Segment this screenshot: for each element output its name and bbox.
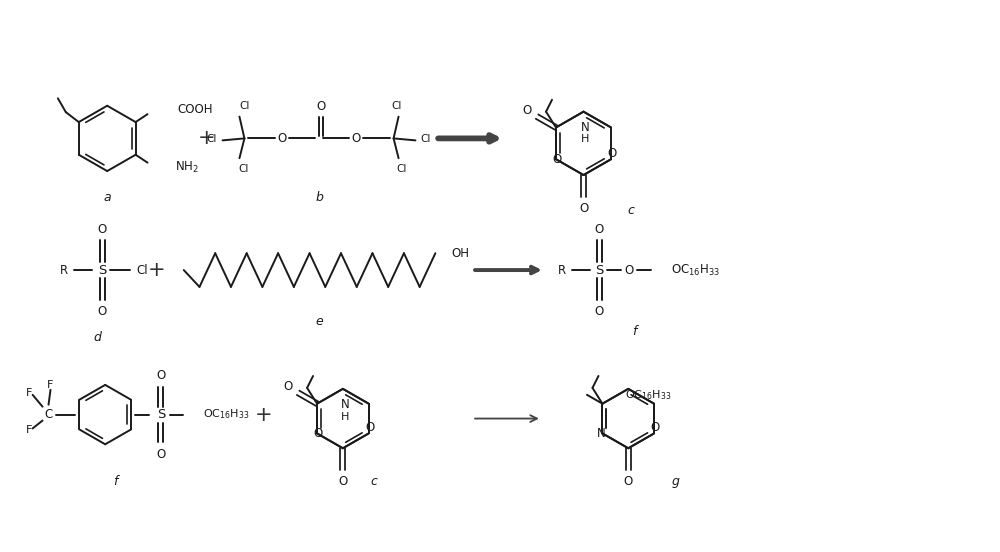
Text: Cl: Cl	[396, 164, 407, 174]
Text: O: O	[625, 263, 634, 277]
Text: c: c	[628, 204, 635, 217]
Text: O: O	[595, 305, 604, 318]
Text: O: O	[522, 104, 531, 117]
Text: OH: OH	[451, 247, 469, 260]
Text: +: +	[148, 260, 166, 280]
Text: S: S	[157, 408, 165, 421]
Text: d: d	[93, 331, 101, 344]
Text: N: N	[581, 121, 590, 134]
Text: O: O	[156, 448, 166, 461]
Text: C: C	[44, 408, 53, 421]
Text: OC$_{16}$H$_{33}$: OC$_{16}$H$_{33}$	[625, 388, 671, 402]
Text: F: F	[25, 388, 32, 398]
Text: e: e	[316, 315, 323, 328]
Text: O: O	[316, 100, 326, 113]
Text: O: O	[607, 147, 617, 160]
Text: Cl: Cl	[238, 164, 249, 174]
Text: Cl: Cl	[239, 100, 250, 111]
Text: O: O	[650, 421, 660, 434]
Text: S: S	[98, 263, 106, 277]
Text: S: S	[595, 263, 604, 277]
Text: O: O	[156, 369, 166, 383]
Text: O: O	[579, 202, 588, 215]
Text: +: +	[255, 405, 272, 424]
Text: b: b	[315, 192, 323, 204]
Text: Cl: Cl	[206, 134, 217, 145]
Text: OC$_{16}$H$_{33}$: OC$_{16}$H$_{33}$	[671, 263, 720, 278]
Text: COOH: COOH	[177, 103, 213, 116]
Text: F: F	[47, 380, 54, 390]
Text: O: O	[98, 305, 107, 318]
Text: O: O	[283, 380, 292, 394]
Text: O: O	[98, 223, 107, 236]
Text: Cl: Cl	[136, 263, 148, 277]
Text: c: c	[370, 475, 377, 489]
Text: a: a	[103, 192, 111, 204]
Text: O: O	[313, 427, 323, 440]
Text: N: N	[597, 427, 606, 440]
Text: H: H	[581, 134, 590, 145]
Text: H: H	[341, 412, 349, 422]
Text: OC$_{16}$H$_{33}$: OC$_{16}$H$_{33}$	[203, 408, 249, 422]
Text: O: O	[624, 475, 633, 489]
Text: O: O	[351, 132, 360, 145]
Text: R: R	[558, 263, 566, 277]
Text: O: O	[365, 421, 374, 434]
Text: O: O	[552, 153, 562, 166]
Text: O: O	[338, 475, 348, 489]
Text: R: R	[60, 263, 68, 277]
Text: O: O	[278, 132, 287, 145]
Text: +: +	[198, 129, 215, 148]
Text: g: g	[672, 475, 680, 489]
Text: F: F	[25, 426, 32, 436]
Text: f: f	[113, 475, 117, 489]
Text: O: O	[595, 223, 604, 236]
Text: Cl: Cl	[391, 100, 402, 111]
Text: N: N	[340, 398, 349, 411]
Text: NH$_2$: NH$_2$	[175, 160, 199, 175]
Text: Cl: Cl	[420, 134, 431, 145]
Text: f: f	[632, 325, 636, 338]
